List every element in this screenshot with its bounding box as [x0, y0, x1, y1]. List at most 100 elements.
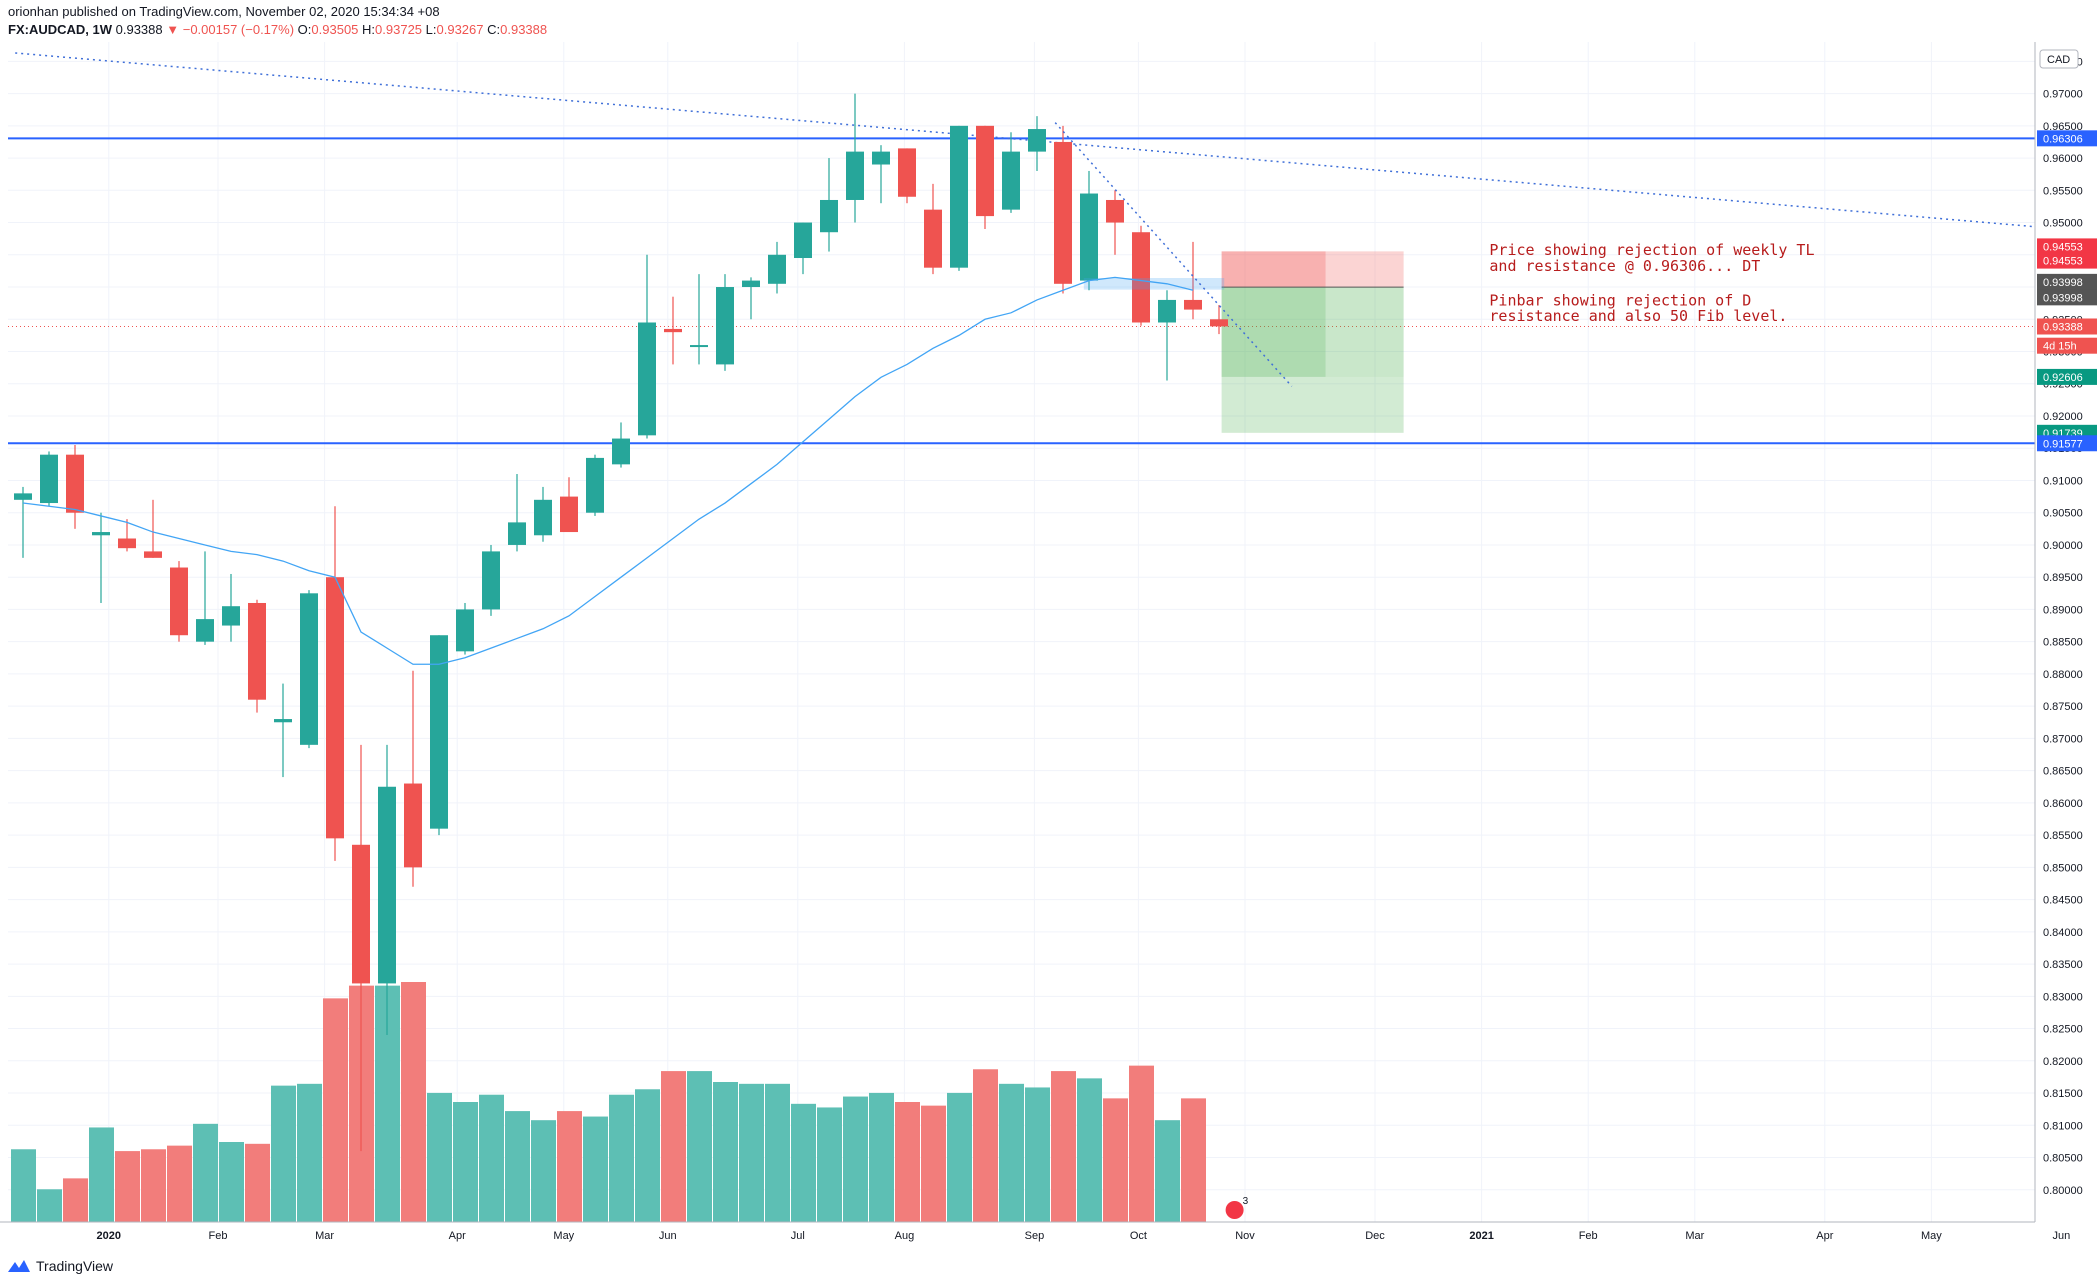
price-label-bg — [2037, 289, 2097, 306]
volume-bar — [193, 1123, 218, 1222]
candle-body — [664, 328, 682, 333]
volume-bar — [37, 1189, 62, 1222]
price-tick-label: 0.91000 — [2043, 475, 2083, 487]
volume-bar — [791, 1103, 816, 1222]
volume-bar — [1077, 1078, 1102, 1222]
candle-body — [586, 457, 604, 513]
price-label-bg — [2037, 368, 2097, 385]
price-tick-label: 0.88000 — [2043, 669, 2083, 681]
tradingview-logo-icon — [8, 1260, 30, 1272]
time-tick-label: May — [553, 1230, 574, 1242]
price-tick-label: 0.82000 — [2043, 1056, 2083, 1068]
volume-bar — [609, 1094, 634, 1222]
time-tick-label: Mar — [1685, 1230, 1704, 1242]
volume-bar — [817, 1107, 842, 1222]
high-label: H: — [362, 22, 376, 37]
candle-body — [300, 593, 318, 745]
stop-zone-2 — [1325, 251, 1404, 288]
candle-body — [1054, 141, 1072, 284]
footer-brand[interactable]: TradingView — [6, 1256, 113, 1276]
time-tick-label: 2020 — [97, 1230, 121, 1242]
time-tick-label: Jul — [791, 1230, 805, 1242]
price-tick-label: 0.96000 — [2043, 153, 2083, 165]
price-change: ▼ −0.00157 (−0.17%) — [166, 22, 295, 37]
open-value: 0.93505 — [311, 22, 359, 37]
time-tick-label: Apr — [1816, 1230, 1833, 1242]
price-tick-label: 0.83500 — [2043, 959, 2083, 971]
time-tick-label: Sep — [1025, 1230, 1045, 1242]
price-label-bg — [2037, 435, 2097, 452]
price-tick-label: 0.89000 — [2043, 604, 2083, 616]
moving-average-line — [22, 276, 1194, 665]
time-tick-label: Jun — [2053, 1230, 2071, 1242]
symbol-name[interactable]: FX:AUDCAD, 1W — [8, 22, 112, 37]
volume-bar — [687, 1071, 712, 1222]
volume-bar — [245, 1143, 270, 1222]
candle-body — [560, 496, 578, 533]
volume-bar — [661, 1071, 686, 1222]
price-tick-label: 0.85500 — [2043, 830, 2083, 842]
price-label: 0.91577 — [2043, 438, 2083, 450]
candle-body — [326, 577, 344, 839]
candle-body — [430, 635, 448, 829]
currency-label: CAD — [2047, 54, 2070, 66]
time-tick-label: May — [1921, 1230, 1942, 1242]
price-label: 0.93998 — [2043, 277, 2083, 289]
price-tick-label: 0.88500 — [2043, 637, 2083, 649]
stop-zone-1 — [1221, 251, 1326, 288]
candle-body — [40, 454, 58, 504]
volume-bar — [869, 1092, 894, 1222]
price-label: 4d 15h — [2043, 341, 2077, 353]
volume-bar — [453, 1102, 478, 1222]
candle-body — [716, 287, 734, 365]
candle-body — [950, 125, 968, 268]
candle-body — [534, 499, 552, 536]
low-value: 0.93267 — [436, 22, 484, 37]
candle-body — [976, 125, 994, 217]
volume-bar — [999, 1083, 1024, 1222]
short-trendline — [1054, 122, 1293, 387]
candle-body — [482, 551, 500, 610]
price-tick-label: 0.85000 — [2043, 862, 2083, 874]
candle-body — [1158, 299, 1176, 323]
price-label-bg — [2037, 238, 2097, 255]
candle-body — [456, 609, 474, 652]
candle-body — [794, 222, 812, 259]
candle-body — [846, 151, 864, 200]
volume-bar — [1129, 1065, 1154, 1222]
volume-bar — [271, 1085, 296, 1222]
candle-body — [1028, 129, 1046, 152]
time-tick-label: Dec — [1365, 1230, 1385, 1242]
price-tick-label: 0.86000 — [2043, 798, 2083, 810]
volume-bar — [739, 1083, 764, 1222]
candle-body — [924, 209, 942, 268]
candle-body — [742, 280, 760, 288]
candle-body — [222, 606, 240, 626]
price-label: 0.93998 — [2043, 292, 2083, 304]
price-tick-label: 0.95500 — [2043, 185, 2083, 197]
volume-bar — [505, 1111, 530, 1222]
event-count: 3 — [1243, 1196, 1249, 1207]
time-tick-label: Oct — [1130, 1230, 1147, 1242]
candle-body — [274, 719, 292, 723]
volume-bar — [479, 1094, 504, 1222]
volume-bar — [557, 1111, 582, 1222]
volume-bar — [1181, 1098, 1206, 1222]
candle-body — [690, 345, 708, 348]
price-tick-label: 0.96500 — [2043, 121, 2083, 133]
target-zone-2 — [1325, 287, 1404, 377]
volume-bar — [323, 998, 348, 1222]
candle-body — [66, 454, 84, 513]
volume-bar — [895, 1102, 920, 1222]
price-tick-label: 0.80000 — [2043, 1185, 2083, 1197]
candle-body — [872, 151, 890, 165]
volume-bar — [11, 1149, 36, 1222]
time-tick-label: 2021 — [1469, 1230, 1493, 1242]
annotation-text: Price showing rejection of weekly TL — [1489, 241, 1814, 259]
last-price: 0.93388 — [115, 22, 163, 37]
target-zone-3 — [1221, 376, 1404, 433]
annotation-text: Pinbar showing rejection of D — [1489, 292, 1751, 310]
time-tick-label: Aug — [895, 1230, 915, 1242]
volume-bar — [297, 1083, 322, 1222]
